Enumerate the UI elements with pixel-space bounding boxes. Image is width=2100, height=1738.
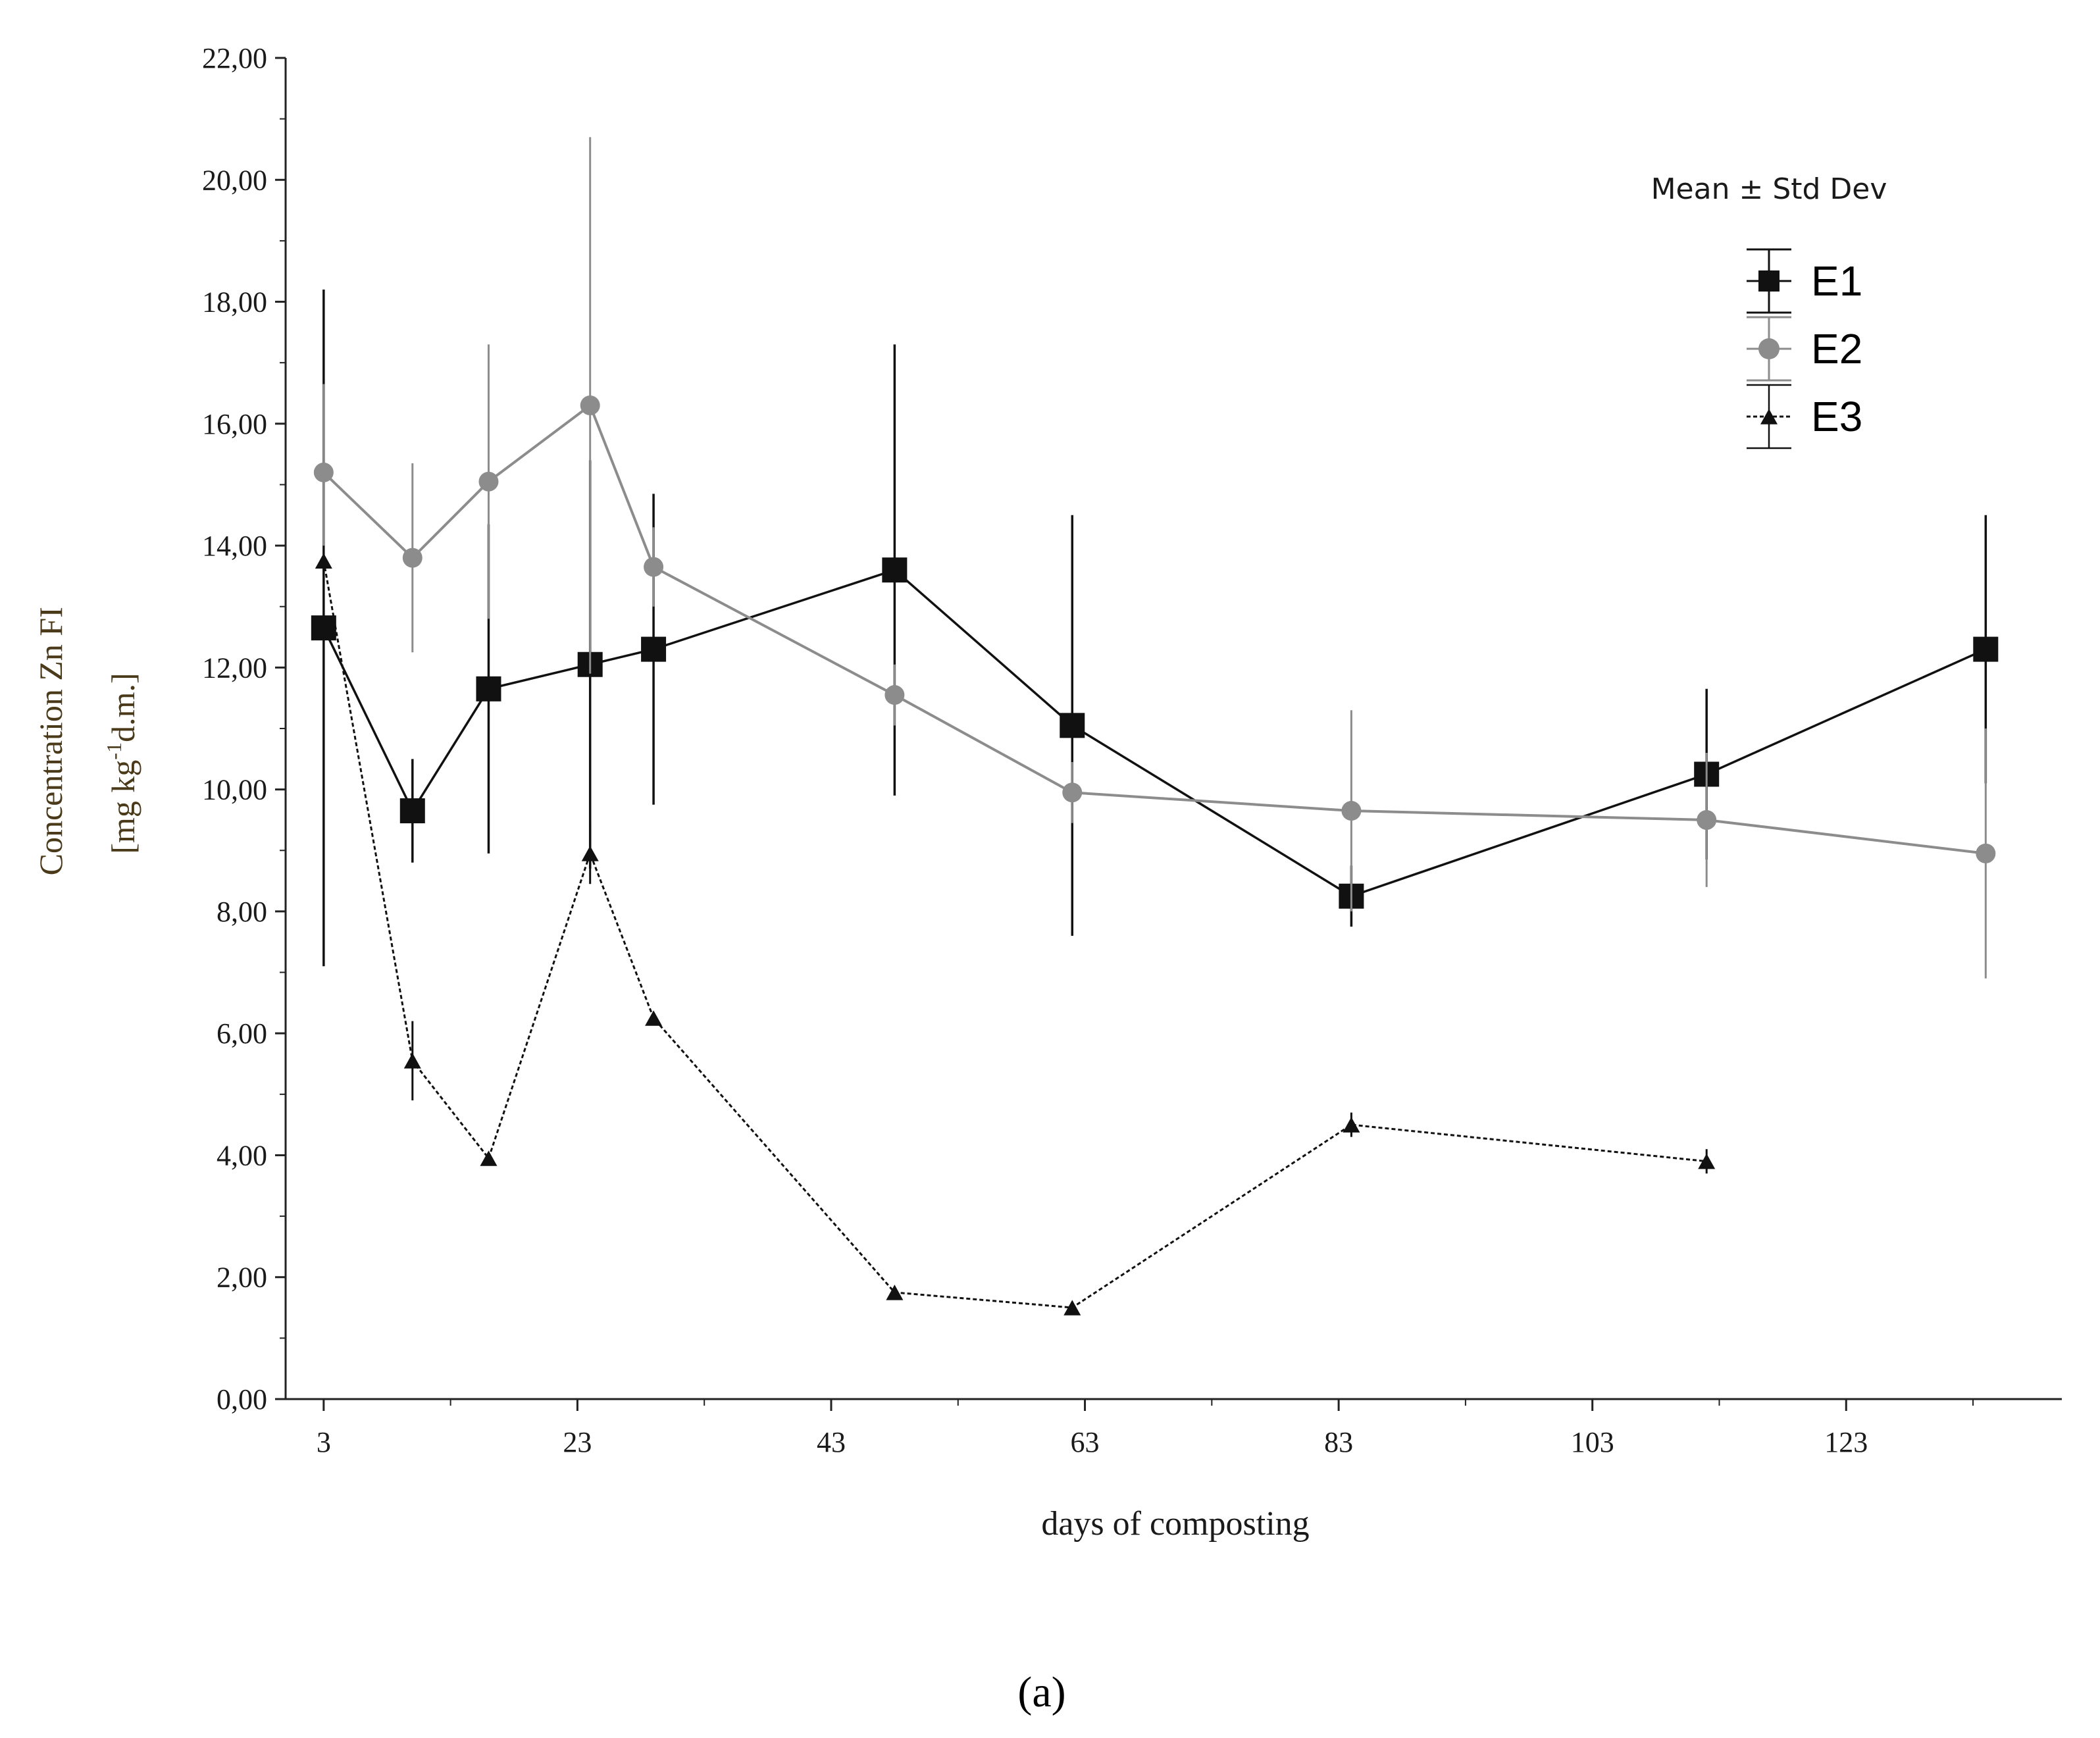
data-point-E2 [402,548,423,568]
data-point-E1 [641,636,667,662]
y-axis-label-line2: [mg kg [105,760,141,854]
data-point-E2 [1062,782,1083,803]
y-tick-label: 18,00 [202,286,267,319]
data-point-E3 [315,553,332,569]
data-point-E3 [1063,1300,1081,1316]
legend-title: Mean ± Std Dev [1651,172,1887,206]
series-layer [311,137,1999,1316]
y-tick-label: 8,00 [217,896,267,928]
y-tick-label: 10,00 [202,774,267,806]
data-point-E3 [645,1010,663,1026]
y-tick-label: 6,00 [217,1017,267,1050]
data-point-E3 [1343,1117,1360,1133]
legend-item-E1: E1 [1747,248,1862,314]
y-tick-label: 4,00 [217,1139,267,1171]
axes: 0,00 2,00 4,00 6,00 8,00 10,00 12,00 14,00 16,00… [202,42,2062,1458]
y-tick-label: 2,00 [217,1262,267,1294]
legend-marker-E1 [1758,270,1780,292]
legend-label-E1: E1 [1811,257,1862,305]
x-tick-label: 103 [1571,1426,1614,1458]
x-tick-label: 63 [1071,1426,1100,1458]
data-point-E1 [1973,636,1999,662]
data-point-E1 [476,676,501,702]
y-tick-label: 14,00 [202,530,267,562]
data-point-E1 [1060,713,1085,738]
series-E2 [313,137,1996,979]
figure-caption: (a) [1017,1668,1065,1716]
legend-label-E3: E3 [1811,393,1862,440]
data-point-E2 [1697,809,1717,830]
data-point-E3 [480,1150,498,1166]
y-axis-label-superscript: -1 [102,742,126,760]
legend-item-E2: E2 [1747,316,1862,382]
series-E3 [315,546,1716,1316]
y-axis-label-line2-end: d.m.] [105,673,141,742]
data-point-E2 [478,471,499,492]
series-line-E1 [322,569,1987,898]
legend: Mean ± Std Dev E1 E2 E3 [1651,172,1887,449]
data-point-E2 [644,557,664,577]
x-axis-label: days of composting [1041,1505,1309,1543]
legend-item-E3: E3 [1747,384,1862,449]
x-tick-label: 83 [1324,1426,1353,1458]
y-tick-label: 12,00 [202,652,267,684]
y-axis-label-line1: Concentration Zn FI [32,607,69,875]
legend-marker-E3 [1760,409,1778,424]
data-point-E1 [399,798,425,824]
y-axis-label: Concentration Zn FI [mg kg-1d.m.] [32,599,141,876]
data-point-E2 [313,462,334,482]
legend-label-E2: E2 [1811,325,1862,372]
x-tick-label: 3 [317,1426,331,1458]
x-tick-label: 23 [563,1426,592,1458]
data-point-E2 [580,396,600,416]
data-point-E1 [311,615,336,641]
x-tick-label: 123 [1824,1426,1868,1458]
data-point-E1 [882,557,908,583]
data-point-E3 [403,1053,421,1069]
data-point-E3 [1698,1154,1716,1169]
y-tick-label: 20,00 [202,164,267,196]
data-point-E3 [886,1285,904,1300]
data-point-E3 [581,846,599,861]
y-tick-label: 0,00 [217,1383,267,1416]
y-tick-label: 16,00 [202,408,267,440]
series-line-E2 [322,403,1986,855]
legend-marker-E2 [1758,338,1780,359]
data-point-E2 [884,685,905,705]
data-point-E2 [1341,801,1362,821]
x-tick-label: 43 [817,1426,846,1458]
y-tick-label: 22,00 [202,42,267,74]
data-point-E2 [1976,843,1996,863]
